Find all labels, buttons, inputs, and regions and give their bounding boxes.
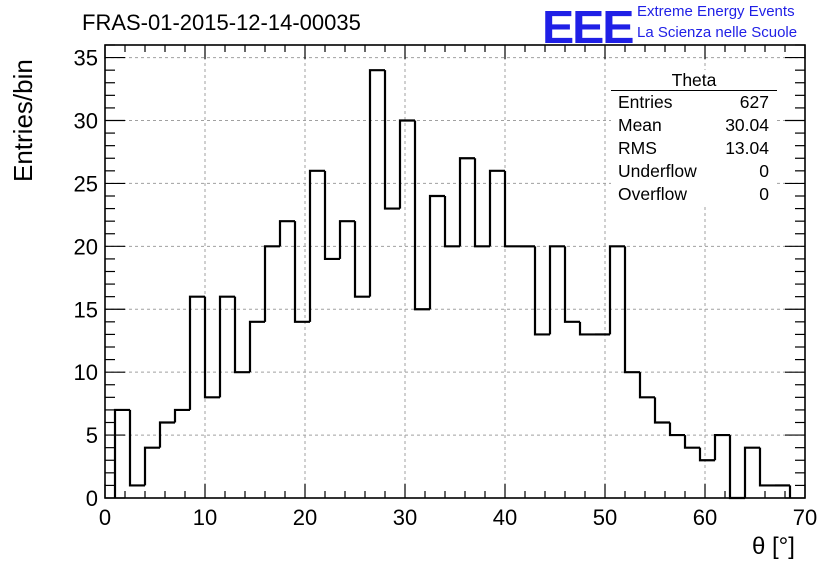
histogram-bin	[263, 245, 280, 322]
histogram-bin	[458, 157, 475, 247]
stats-label: Underflow	[618, 161, 697, 181]
x-tick-label: 60	[693, 505, 717, 530]
histogram-bin	[533, 246, 550, 336]
stats-label: Mean	[618, 115, 662, 135]
histogram-bin	[143, 446, 160, 486]
x-tick-label: 50	[593, 505, 617, 530]
stats-row-underflow: Underflow 0	[611, 160, 777, 183]
stats-row-mean: Mean 30.04	[611, 114, 777, 137]
chart-title: FRAS-01-2015-12-14-00035	[82, 10, 361, 35]
histogram-bin	[248, 320, 265, 373]
histogram-bin	[488, 169, 505, 247]
y-tick-label: 30	[74, 109, 98, 134]
stats-row-rms: RMS 13.04	[611, 137, 777, 160]
stats-value: 30.04	[725, 115, 769, 135]
histogram-bin	[308, 169, 325, 322]
y-tick-label: 0	[86, 486, 98, 511]
histogram-bin	[743, 446, 760, 498]
y-tick-label: 20	[74, 234, 98, 259]
stats-row-overflow: Overflow 0	[611, 183, 777, 206]
histogram-bin	[293, 221, 310, 323]
histogram-bin	[173, 408, 190, 423]
histogram-bin	[398, 119, 415, 209]
y-tick-label: 5	[86, 423, 98, 448]
x-tick-label: 40	[493, 505, 517, 530]
histogram-bin	[113, 408, 130, 498]
logo-text-line1: Extreme Energy Events	[637, 3, 795, 20]
y-axis-label: Entries/bin	[8, 59, 38, 182]
histogram-bin	[548, 245, 565, 335]
stats-label: RMS	[618, 138, 657, 158]
histogram-bin	[278, 220, 295, 247]
histogram-bars	[113, 69, 792, 500]
grid-lines	[105, 45, 805, 498]
stats-row-entries: Entries 627	[611, 91, 777, 114]
histogram-bin	[443, 196, 460, 248]
y-tick-label: 15	[74, 297, 98, 322]
histogram-bin	[233, 296, 250, 374]
x-tick-label: 10	[193, 505, 217, 530]
stats-box: Theta Entries 627 Mean 30.04 RMS 13.04 U…	[611, 70, 777, 206]
y-tick-label: 25	[74, 171, 98, 196]
histogram-bin	[728, 435, 745, 500]
histogram-bin	[413, 120, 430, 311]
histogram-bin	[608, 245, 625, 335]
histogram-bin	[353, 221, 370, 298]
stats-label: Overflow	[618, 184, 688, 204]
histogram-bin	[668, 422, 685, 437]
histogram-bin	[638, 372, 655, 399]
histogram-bin	[503, 170, 520, 248]
stats-value: 0	[759, 184, 769, 204]
histogram-bin	[323, 170, 340, 261]
histogram-bin	[128, 409, 145, 487]
axis-ticks	[104, 44, 806, 499]
histogram-bin	[698, 447, 715, 462]
histogram-bin	[563, 246, 580, 323]
histogram-bin	[473, 158, 490, 248]
histogram-bin	[368, 69, 385, 297]
histogram-bin	[758, 447, 775, 487]
histogram-bin	[653, 397, 670, 424]
histogram-bin	[188, 295, 205, 410]
x-tick-label: 30	[393, 505, 417, 530]
histogram-bin	[203, 296, 220, 399]
histogram-bin	[713, 433, 730, 461]
histogram-bin	[623, 246, 640, 374]
logo-text-line2: La Scienza nelle Scuole	[637, 24, 798, 41]
x-tick-label: 70	[793, 505, 817, 530]
x-axis-label: θ [°]	[752, 533, 795, 560]
stats-title: Theta	[611, 70, 777, 91]
histogram-bin	[218, 295, 235, 398]
y-tick-label: 10	[74, 360, 98, 385]
histogram-bin	[158, 421, 175, 448]
histogram-bin	[683, 435, 700, 449]
y-tick-label: 35	[74, 46, 98, 71]
x-tick-label: 20	[293, 505, 317, 530]
stats-value: 13.04	[725, 138, 769, 158]
tick-labels: 0 10 20 30 40 50 60 70 0 5 10 15 20 25 30 35	[74, 46, 818, 530]
eee-logo: EEE	[542, 1, 634, 53]
x-tick-label: 0	[99, 505, 111, 530]
stats-value: 627	[739, 92, 769, 112]
histogram-bin	[383, 70, 400, 210]
stats-label: Entries	[618, 92, 673, 112]
stats-value: 0	[759, 161, 769, 181]
histogram-bin	[578, 321, 595, 336]
histogram-bin	[338, 220, 355, 259]
histogram-bin	[428, 194, 445, 310]
